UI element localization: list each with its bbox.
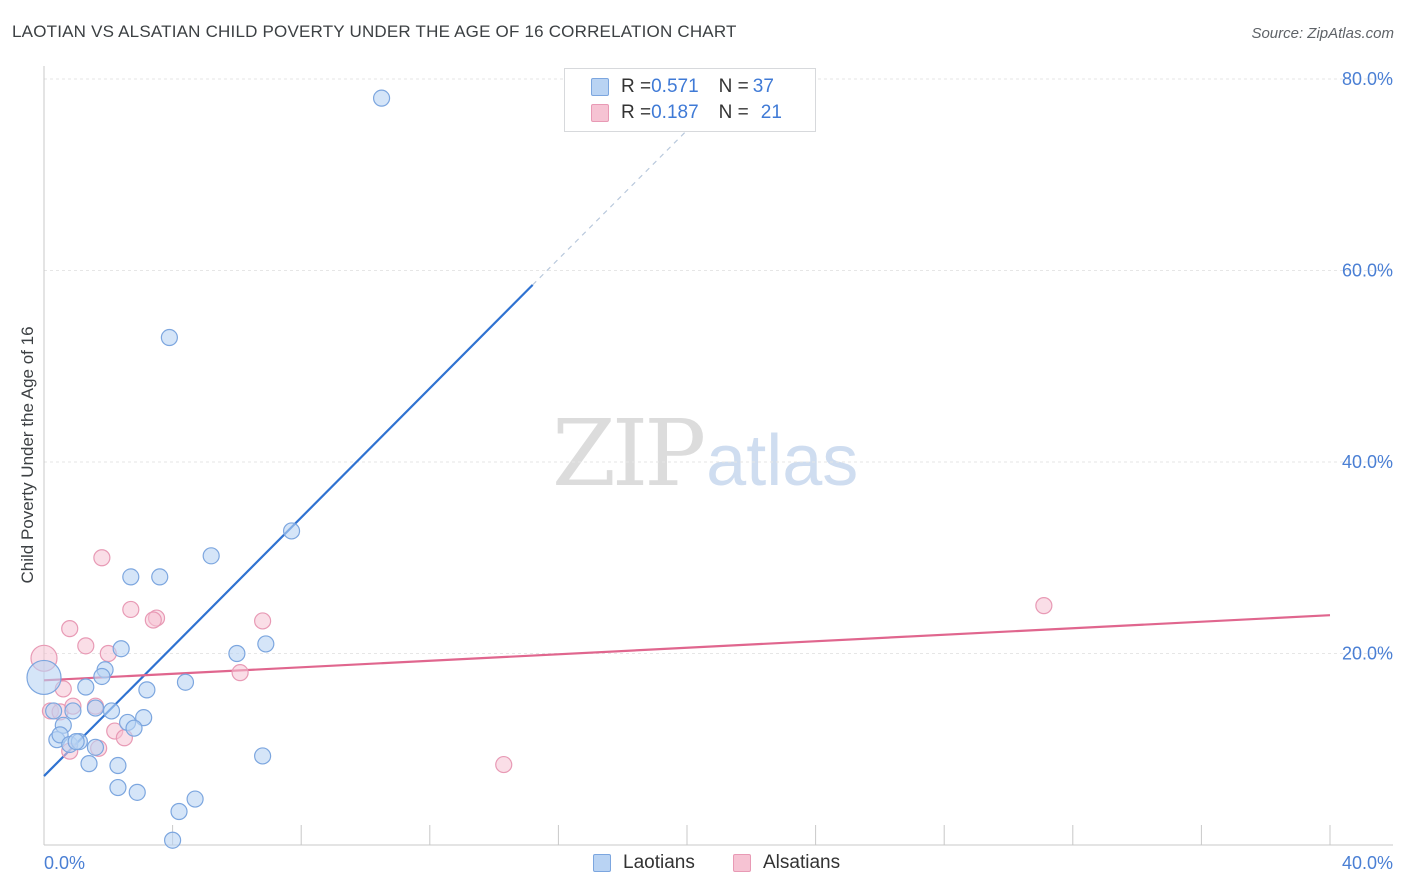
point-laotians: [109, 756, 127, 775]
point-laotians: [128, 783, 146, 801]
watermark-zip: ZIP: [552, 400, 706, 507]
legend-row-alsatians: R = 0.187 N = 21: [591, 100, 782, 126]
legend-swatch-alsatians: [591, 104, 609, 122]
point-alsatians: [144, 611, 162, 629]
point-laotians: [151, 568, 169, 586]
point-alsatians: [1035, 597, 1053, 615]
y-tick-label: 60.0%: [1342, 261, 1393, 281]
point-alsatians: [231, 664, 249, 682]
legend-n-label: N =: [718, 102, 749, 123]
chart-title: LAOTIAN VS ALSATIAN CHILD POVERTY UNDER …: [12, 22, 737, 41]
watermark-atlas: atlas: [706, 421, 859, 501]
legend-r-label: R =: [621, 102, 652, 123]
point-laotians: [257, 635, 275, 653]
point-laotians: [93, 667, 111, 686]
grid-lines: [44, 78, 1393, 654]
point-laotians: [122, 568, 140, 586]
series-legend: Laotians Alsatians: [0, 852, 1406, 878]
point-laotians: [86, 738, 105, 756]
legend-n-label: N =: [718, 76, 749, 97]
legend-label-laotians: Laotians: [623, 852, 695, 873]
legend-swatch-laotians: [591, 78, 609, 96]
point-alsatians: [61, 620, 79, 638]
point-laotians: [160, 328, 178, 347]
trendline-laotians-extension: [532, 97, 720, 286]
point-laotians: [64, 702, 82, 720]
point-laotians: [170, 802, 188, 821]
point-laotians: [135, 709, 153, 727]
legend-label-alsatians: Alsatians: [763, 852, 841, 873]
correlation-legend: R = 0.571 N = 37 R = 0.187 N = 21: [564, 68, 816, 132]
point-alsatians: [93, 549, 111, 567]
legend-swatch-laotians: [593, 854, 611, 872]
legend-row-laotians: R = 0.571 N = 37: [591, 74, 774, 100]
trendline-alsatians: [43, 614, 1331, 682]
point-alsatians: [495, 755, 513, 774]
point-laotians: [102, 702, 121, 720]
point-alsatians: [77, 637, 95, 655]
point-alsatians: [254, 612, 272, 630]
legend-n-value: 37: [752, 76, 774, 97]
axes: [43, 66, 1393, 846]
tick-labels: 20.0% 40.0% 60.0% 80.0% 0.0% 40.0%: [44, 69, 1393, 873]
point-laotians: [282, 522, 301, 540]
legend-item-laotians[interactable]: Laotians: [593, 852, 695, 874]
source-label: Source: ZipAtlas.com: [1251, 25, 1394, 42]
x-tick-label: 40.0%: [1342, 853, 1393, 873]
x-tick-label: 0.0%: [44, 853, 85, 873]
point-laotians: [186, 790, 204, 808]
point-laotians: [254, 747, 272, 765]
y-tick-label: 40.0%: [1342, 452, 1393, 472]
point-laotians: [67, 732, 85, 751]
legend-n-value: 21: [760, 102, 782, 123]
point-laotians: [112, 640, 130, 658]
point-laotians: [80, 755, 98, 773]
point-laotians: [372, 89, 391, 107]
point-laotians: [45, 702, 63, 720]
point-laotians: [164, 831, 182, 849]
point-laotians: [202, 547, 220, 565]
point-laotians: [138, 681, 156, 699]
point-laotians: [176, 673, 195, 691]
point-laotians: [109, 778, 127, 797]
y-tick-label: 20.0%: [1342, 644, 1393, 664]
legend-swatch-alsatians: [733, 854, 751, 872]
y-tick-label: 80.0%: [1342, 69, 1393, 89]
point-laotians: [86, 699, 105, 717]
point-laotians: [125, 719, 143, 737]
legend-item-alsatians[interactable]: Alsatians: [733, 852, 840, 874]
legend-r-value: 0.571: [651, 76, 699, 97]
legend-r-label: R =: [621, 76, 652, 97]
point-alsatians: [122, 600, 140, 619]
point-laotians: [77, 678, 95, 696]
point-laotians: [228, 644, 246, 663]
watermark: ZIPatlas: [552, 400, 858, 507]
data-points: [26, 89, 1053, 849]
point-laotians: [26, 659, 62, 696]
legend-r-value: 0.187: [651, 102, 699, 123]
